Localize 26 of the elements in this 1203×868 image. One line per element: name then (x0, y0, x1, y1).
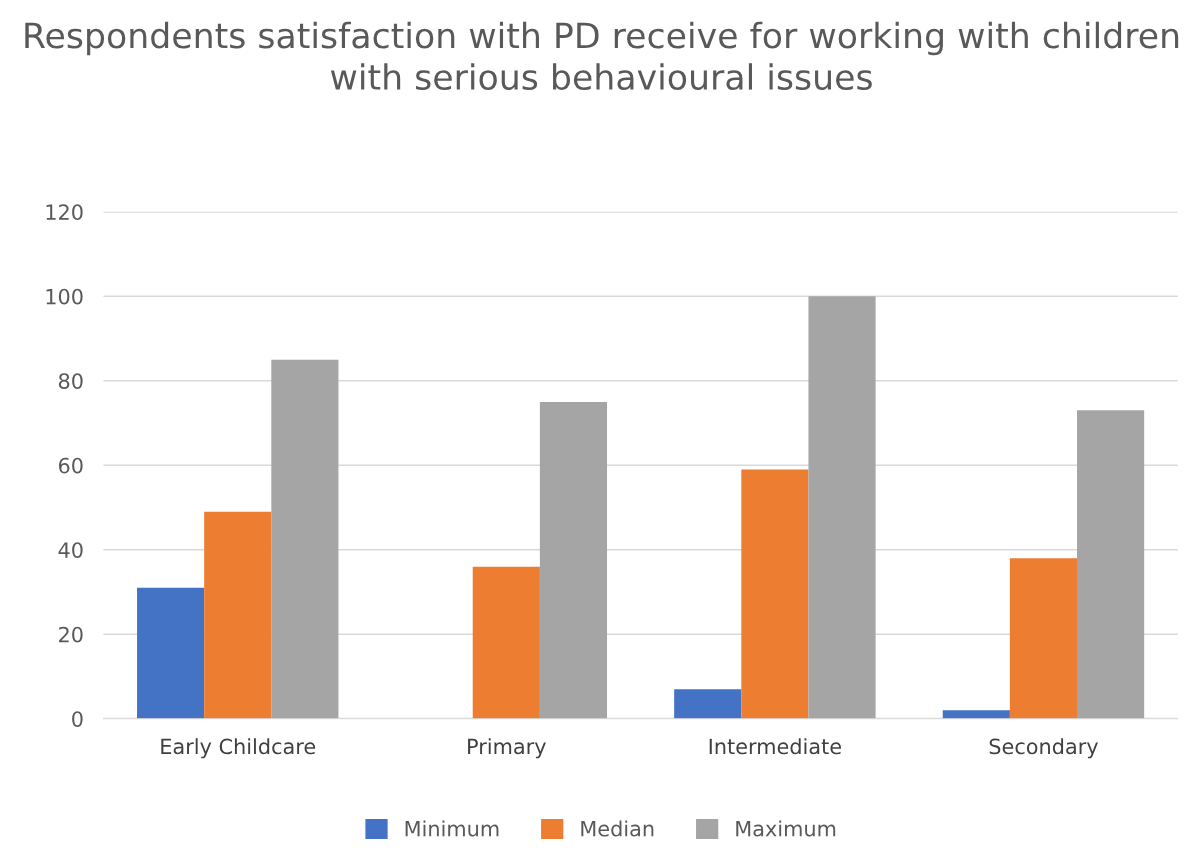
bar (674, 689, 742, 719)
legend-label: Minimum (405, 820, 499, 837)
y-tick-label: 40 (58, 542, 83, 558)
y-tick-label: 100 (46, 288, 83, 305)
chart-title: Respondents satisfaction with PD receive for working with children with serious behavioural issues (25, 21, 1179, 91)
x-tick-label: Primary (468, 738, 546, 759)
bar (472, 566, 540, 719)
bar (808, 296, 876, 719)
bar (1009, 558, 1078, 719)
bar (942, 710, 1010, 719)
legend-label: Median (581, 820, 654, 837)
y-tick-label: 120 (46, 204, 83, 220)
bar (539, 401, 608, 719)
bar (204, 511, 272, 719)
x-tick-label: Early Childcare (161, 738, 316, 759)
bar (1077, 410, 1145, 719)
y-tick-label: 20 (59, 626, 83, 643)
x-tick-label: Secondary (989, 738, 1098, 759)
y-tick-label: 80 (58, 373, 83, 389)
bar (271, 359, 339, 719)
legend-label: Maximum (736, 820, 836, 837)
bar (137, 587, 205, 719)
y-tick-label: 60 (58, 457, 83, 474)
bar (741, 469, 809, 719)
y-tick-label: 0 (72, 711, 83, 727)
x-tick-label: Intermediate (709, 738, 841, 755)
